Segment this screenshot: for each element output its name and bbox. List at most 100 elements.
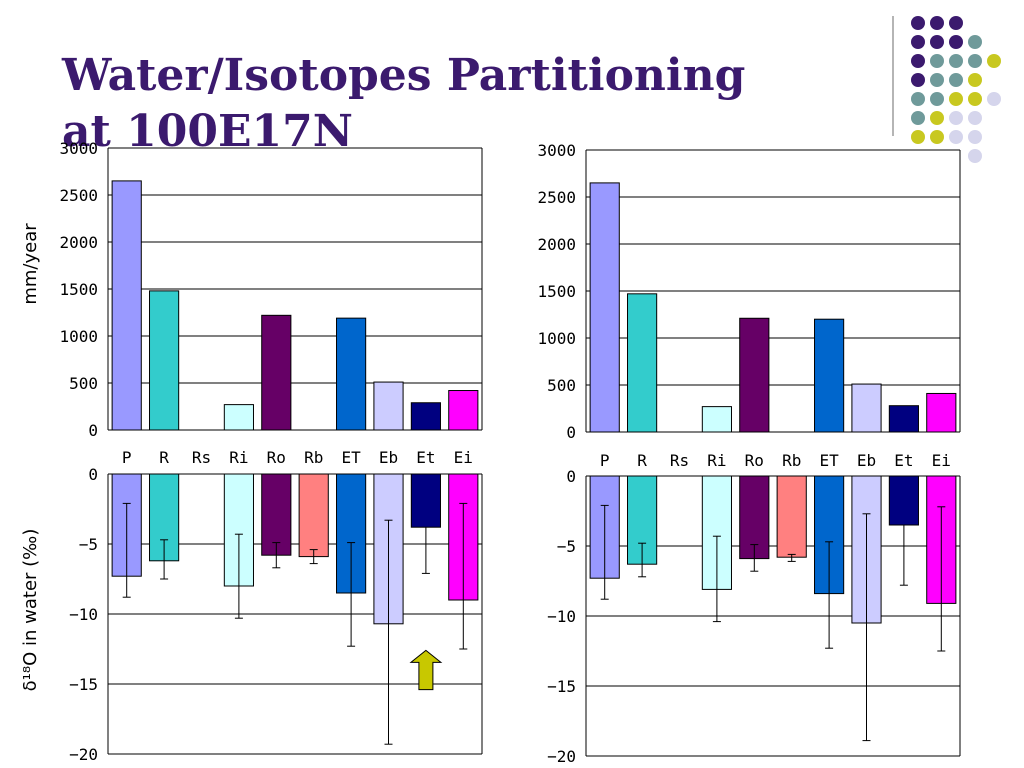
bar-ri bbox=[223, 404, 254, 431]
decorative-dot bbox=[911, 111, 925, 125]
bar-ri bbox=[701, 406, 732, 433]
category-label: R bbox=[637, 451, 647, 470]
bar-r bbox=[149, 290, 180, 431]
bar-ro bbox=[739, 317, 770, 433]
bar-rb bbox=[776, 475, 807, 558]
y-tick-label: 0 bbox=[566, 423, 576, 442]
y-tick-label: 0 bbox=[88, 465, 98, 484]
decorative-dot bbox=[987, 92, 1001, 106]
category-label: Eb bbox=[379, 448, 398, 467]
category-label: Ro bbox=[745, 451, 764, 470]
category-label: Ri bbox=[707, 451, 726, 470]
category-label: P bbox=[600, 451, 610, 470]
y-tick-label: 2500 bbox=[537, 188, 576, 207]
y-tick-label: 500 bbox=[547, 376, 576, 395]
y-tick-label: 500 bbox=[69, 374, 98, 393]
bar-et bbox=[814, 318, 845, 433]
bar-et bbox=[336, 317, 367, 431]
chart-flux-left: 0 500 1000 1500 2000 2500 3000 P R Rs Ri Ro Rb ET Eb Et… bbox=[20, 139, 483, 467]
decorative-dot bbox=[949, 92, 963, 106]
y-tick-label: 0 bbox=[566, 467, 576, 486]
decorative-dot bbox=[949, 35, 963, 49]
category-label: Eb bbox=[857, 451, 876, 470]
category-label: ET bbox=[819, 451, 839, 470]
bar-eb bbox=[373, 381, 404, 431]
decorative-dot bbox=[949, 111, 963, 125]
bar-et bbox=[410, 473, 441, 528]
y-tick-label: 1000 bbox=[59, 327, 98, 346]
category-label: Et bbox=[416, 448, 435, 467]
bar-eb bbox=[851, 383, 882, 433]
category-label: Ri bbox=[229, 448, 248, 467]
y-axis-title: δ¹⁸O in water (‰) bbox=[20, 529, 41, 692]
decorative-dot bbox=[911, 73, 925, 87]
decorative-divider bbox=[892, 16, 894, 136]
y-tick-label: 2500 bbox=[59, 186, 98, 205]
y-tick-label: 2000 bbox=[59, 233, 98, 252]
y-tick-label: −10 bbox=[69, 605, 98, 624]
bar-et bbox=[888, 405, 919, 433]
y-axis-title: mm/year bbox=[20, 223, 41, 305]
decorative-dot bbox=[930, 111, 944, 125]
decorative-dot bbox=[968, 54, 982, 68]
chart-isotope-left: 0 −5 −10 −15 −20 δ¹⁸O in water (‰) bbox=[20, 465, 483, 764]
decorative-dot bbox=[930, 16, 944, 30]
bar-p bbox=[111, 180, 142, 431]
y-tick-label: −20 bbox=[547, 747, 576, 766]
y-tick-label: 1500 bbox=[59, 280, 98, 299]
y-tick-label: −15 bbox=[69, 675, 98, 694]
decorative-dot bbox=[911, 35, 925, 49]
decorative-dot bbox=[949, 16, 963, 30]
category-label: Rb bbox=[782, 451, 801, 470]
category-label: Rs bbox=[670, 451, 689, 470]
category-label: P bbox=[122, 448, 132, 467]
category-label: ET bbox=[341, 448, 361, 467]
y-tick-label: −5 bbox=[557, 537, 576, 556]
y-tick-label: 3000 bbox=[59, 139, 98, 158]
decorative-dot bbox=[930, 92, 944, 106]
decorative-dot bbox=[968, 35, 982, 49]
decorative-dot bbox=[930, 73, 944, 87]
decorative-dot bbox=[968, 73, 982, 87]
category-label: Rs bbox=[192, 448, 211, 467]
decorative-dot bbox=[911, 130, 925, 144]
decorative-dot bbox=[968, 111, 982, 125]
decorative-dot bbox=[911, 16, 925, 30]
bar-r bbox=[627, 293, 658, 433]
bar-et bbox=[410, 402, 441, 431]
y-tick-label: 2000 bbox=[537, 235, 576, 254]
category-label: R bbox=[159, 448, 169, 467]
category-label: Rb bbox=[304, 448, 323, 467]
decorative-dot bbox=[968, 149, 982, 163]
y-tick-label: 1000 bbox=[537, 329, 576, 348]
decorative-dot bbox=[911, 54, 925, 68]
y-tick-label: 1500 bbox=[537, 282, 576, 301]
category-label: Ei bbox=[932, 451, 951, 470]
decorative-dot bbox=[930, 35, 944, 49]
decorative-dot bbox=[930, 130, 944, 144]
y-tick-label: 3000 bbox=[537, 141, 576, 160]
category-label: Et bbox=[894, 451, 913, 470]
decorative-dot bbox=[987, 54, 1001, 68]
y-tick-label: −20 bbox=[69, 745, 98, 764]
decorative-dot bbox=[968, 92, 982, 106]
chart-flux-right: 0 500 1000 1500 2000 2500 3000 P R Rs Ri Ro Rb ET Eb Et… bbox=[537, 141, 961, 470]
category-label: Ei bbox=[454, 448, 473, 467]
y-tick-label: −10 bbox=[547, 607, 576, 626]
slide-title: Water/Isotopes Partitioning at 100E17N bbox=[62, 48, 745, 160]
category-label: Ro bbox=[267, 448, 286, 467]
decorative-dot bbox=[968, 130, 982, 144]
bar-p bbox=[589, 182, 620, 433]
bar-ei bbox=[448, 390, 479, 431]
bar-ei bbox=[926, 392, 957, 433]
bar-et bbox=[814, 475, 845, 595]
y-tick-label: −5 bbox=[79, 535, 98, 554]
bar-ro bbox=[261, 473, 292, 556]
bar-rb bbox=[298, 473, 329, 558]
slide-title-line-1: Water/Isotopes Partitioning bbox=[62, 50, 746, 101]
chart-isotope-right: 0 −5 −10 −15 −20 bbox=[547, 467, 961, 766]
decorative-dot bbox=[930, 54, 944, 68]
decorative-dot bbox=[949, 130, 963, 144]
